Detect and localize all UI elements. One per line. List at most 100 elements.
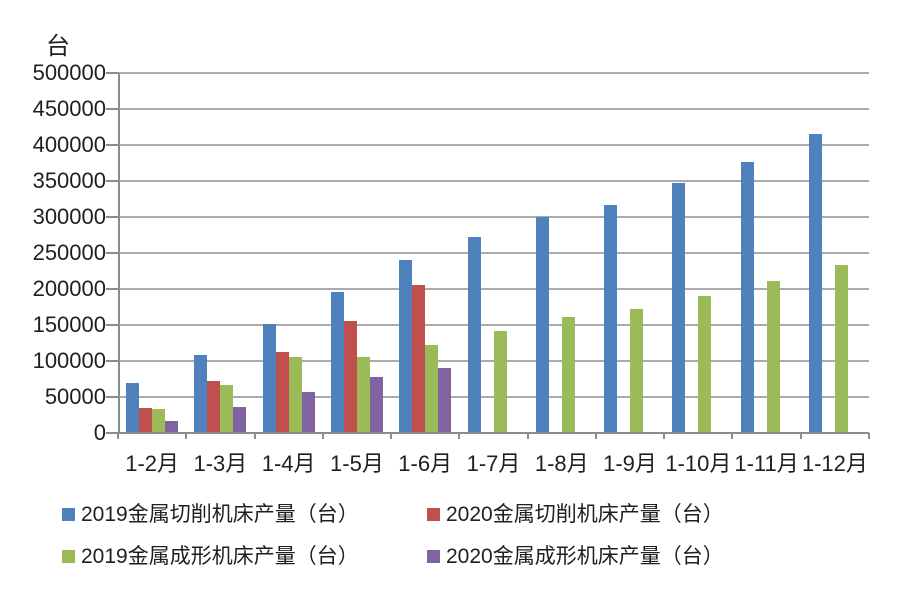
legend-item: 2019金属切削机床产量（台） [62,503,359,526]
x-axis-label: 1-9月 [603,451,657,476]
y-axis-label: 300000 [32,204,106,229]
y-axis-label: 450000 [32,96,106,121]
gridline [118,324,869,326]
y-axis-tick [106,180,118,182]
y-axis-label: 150000 [32,312,106,337]
x-axis-label: 1-11月 [734,451,799,476]
x-axis-tick [458,433,461,439]
bar [630,309,644,433]
y-axis-tick [106,288,118,290]
bar [438,368,452,433]
y-axis-tick [106,360,118,362]
gridline [118,108,869,110]
y-axis-label: 50000 [44,384,106,409]
bar [808,134,822,433]
y-axis-label: 400000 [32,132,106,157]
x-axis-label: 1-4月 [261,451,316,476]
bar [369,376,383,433]
legend-color-swatch [427,550,440,563]
bar [766,281,780,433]
legend-color-swatch [62,508,75,521]
y-axis-label: 350000 [32,168,106,193]
x-axis-tick [594,433,597,439]
bar [356,357,370,433]
y-axis-tick [106,144,118,146]
x-axis-tick [799,433,802,439]
x-axis-tick [731,433,734,439]
x-axis-label: 1-6月 [398,451,453,476]
bar [698,296,712,433]
bar [412,285,426,433]
y-axis-title: 台 [46,33,70,60]
legend-item-label: 2019金属成形机床产量（台） [81,545,359,568]
x-axis-label: 1-7月 [466,451,521,476]
y-axis-tick [106,432,118,434]
x-axis-label: 1-3月 [193,451,248,476]
bar [330,291,344,433]
gridline [118,144,869,146]
y-axis-label: 0 [93,420,106,445]
bar [262,323,276,433]
gridline [118,288,869,290]
bar [399,260,413,433]
x-axis-tick [868,433,870,439]
x-axis-label: 1-2月 [125,451,180,476]
y-axis-label: 500000 [32,60,106,85]
legend-color-swatch [62,550,75,563]
bar [275,351,289,433]
bar [194,355,208,433]
x-axis-tick [321,433,324,439]
y-axis-tick [106,216,118,218]
y-axis-label: 200000 [32,276,106,301]
bar [207,381,221,433]
bar [604,204,618,433]
bar [152,409,166,433]
gridline [118,216,869,218]
bar [139,407,153,433]
bar [288,356,302,433]
bar [126,382,140,433]
bar [834,265,848,433]
y-axis-tick [106,72,118,74]
y-axis-label: 250000 [32,240,106,265]
y-axis-tick [106,108,118,110]
x-axis-tick [390,433,393,439]
bar [343,321,357,433]
x-axis-label: 1-10月 [665,451,732,476]
y-axis-label: 100000 [32,348,106,373]
bar [425,345,439,433]
y-axis-line [118,73,120,433]
x-axis-tick [663,433,666,439]
x-axis-label: 1-5月 [330,451,384,476]
bar [467,237,481,433]
x-axis-tick [253,433,256,439]
y-axis-tick [106,324,118,326]
bar [301,391,315,433]
bar [165,420,179,433]
gridline [118,180,869,182]
y-axis-tick [106,252,118,254]
bar [535,217,549,433]
bar [233,407,247,433]
legend-color-swatch [427,508,440,521]
gridline [118,252,869,254]
legend-item-label: 2019金属切削机床产量（台） [81,503,359,526]
legend-item-label: 2020金属成形机床产量（台） [446,545,724,568]
bar [740,162,754,433]
bar [493,330,507,433]
bar [561,317,575,433]
x-axis-tick [117,433,119,439]
bar [672,183,686,433]
x-axis-tick [526,433,529,439]
gridline [118,72,869,74]
y-axis-tick [106,396,118,398]
x-axis-label: 1-12月 [801,451,868,476]
x-axis-line [118,432,869,434]
legend-item: 2019金属成形机床产量（台） [62,545,359,568]
x-axis-label: 1-8月 [534,451,589,476]
legend-item: 2020金属成形机床产量（台） [427,545,724,568]
bar [220,385,234,433]
x-axis-tick [185,433,188,439]
legend-item: 2020金属切削机床产量（台） [427,503,724,526]
